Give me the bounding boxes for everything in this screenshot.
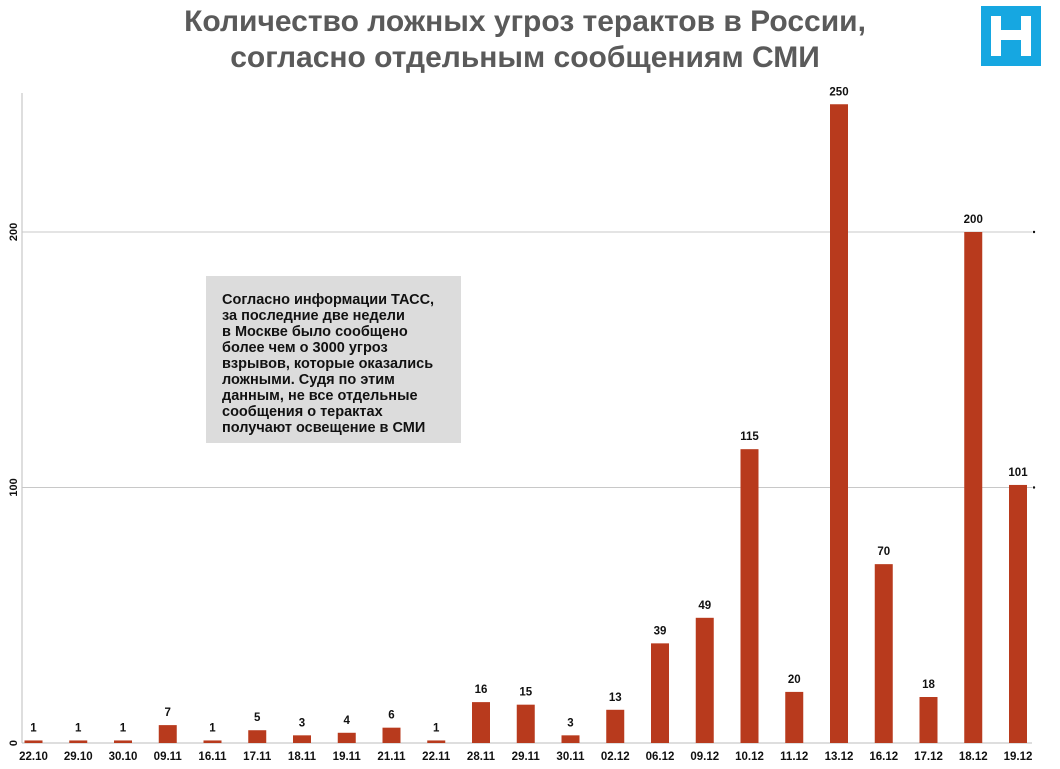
- note-line: Согласно информации ТАСС,: [222, 292, 435, 308]
- x-tick-label: 21.11: [377, 751, 406, 763]
- bar: [382, 727, 401, 743]
- note-line: получают освещение в СМИ: [222, 420, 426, 436]
- bar: [964, 232, 983, 743]
- bar: [24, 740, 43, 743]
- brand-logo-icon: [981, 6, 1041, 66]
- bar-value-label: 7: [165, 707, 171, 719]
- chart-title-line-1: Количество ложных угроз терактов в Росси…: [184, 5, 866, 38]
- bar: [561, 735, 580, 743]
- bar: [472, 702, 490, 743]
- bar: [830, 104, 848, 743]
- bar: [695, 617, 714, 743]
- note-line: в Москве было сообщено: [222, 324, 408, 340]
- bar-value-label: 5: [254, 712, 261, 724]
- note-line: за последние две недели: [222, 308, 405, 324]
- note-line: сообщения о терактах: [222, 404, 383, 420]
- chart-title-line-2: согласно отдельным сообщениям СМИ: [230, 41, 820, 74]
- bar-value-label: 20: [788, 674, 801, 686]
- bar: [337, 732, 356, 743]
- bar-value-label: 70: [877, 546, 890, 558]
- gridline-end-marker: [1032, 230, 1036, 234]
- note-line: данным, не все отдельные: [222, 388, 418, 404]
- x-tick-label: 19.11: [333, 751, 362, 763]
- bar-value-label: 18: [922, 679, 935, 691]
- x-tick-label: 13.12: [825, 751, 854, 763]
- x-tick-label: 09.11: [154, 751, 183, 763]
- bar: [740, 449, 759, 743]
- bar: [785, 691, 804, 743]
- bar: [248, 730, 267, 743]
- bar: [874, 564, 893, 743]
- tass-note-box: Согласно информации ТАСС, за последние д…: [206, 276, 461, 443]
- bar-value-label: 250: [829, 86, 848, 98]
- y-tick-label: 0: [8, 740, 20, 746]
- bar-value-label: 200: [964, 214, 983, 226]
- y-tick-label: 200: [8, 223, 20, 241]
- x-tick-label: 17.12: [914, 751, 943, 763]
- bar-value-label: 6: [388, 710, 394, 722]
- bar-value-label: 1: [75, 722, 82, 734]
- note-line: ложными. Судя по этим: [222, 372, 395, 388]
- y-tick-label: 100: [8, 478, 20, 496]
- x-tick-label: 09.12: [690, 751, 719, 763]
- bar-value-label: 3: [567, 717, 573, 729]
- bar: [427, 740, 446, 743]
- x-tick-label: 18.11: [288, 751, 317, 763]
- x-tick-label: 16.12: [869, 751, 898, 763]
- chart-title: Количество ложных угроз терактов в Росси…: [0, 4, 1050, 76]
- x-tick-label: 29.10: [64, 751, 93, 763]
- bar-value-label: 13: [609, 692, 622, 704]
- bar-value-label: 115: [740, 431, 759, 443]
- bar-value-label: 1: [120, 722, 127, 734]
- bar-value-label: 16: [475, 684, 488, 696]
- bar: [203, 740, 222, 743]
- bar: [69, 740, 88, 743]
- x-tick-label: 16.11: [198, 751, 227, 763]
- note-line: более чем о 3000 угроз: [222, 340, 388, 356]
- x-tick-label: 30.10: [109, 751, 138, 763]
- x-tick-label: 22.10: [19, 751, 48, 763]
- bar-value-label: 3: [299, 717, 305, 729]
- x-tick-label: 18.12: [959, 751, 988, 763]
- bar-value-label: 101: [1008, 467, 1028, 479]
- bar: [919, 697, 938, 743]
- bar: [158, 725, 177, 743]
- x-tick-label: 11.12: [780, 751, 808, 763]
- bar: [293, 735, 311, 743]
- bar-value-label: 4: [344, 715, 351, 727]
- logo-glyph: [991, 16, 1031, 56]
- x-tick-label: 02.12: [601, 751, 630, 763]
- gridline-end-marker: [1032, 486, 1036, 489]
- x-tick-label: 30.11: [556, 751, 585, 763]
- note-line: взрывов, которые оказались: [222, 356, 434, 372]
- x-tick-label: 10.12: [735, 751, 764, 763]
- x-tick-label: 19.12: [1004, 751, 1033, 763]
- bar-value-label: 39: [654, 625, 667, 637]
- bar: [1009, 484, 1027, 743]
- x-tick-label: 22.11: [422, 751, 451, 763]
- bar-value-label: 1: [209, 722, 216, 734]
- bar-value-label: 1: [433, 722, 440, 734]
- bar: [516, 704, 535, 743]
- bar-value-label: 15: [519, 687, 532, 699]
- bar-value-label: 49: [698, 600, 711, 612]
- x-tick-label: 06.12: [646, 751, 675, 763]
- bar: [651, 643, 669, 743]
- bar: [606, 709, 625, 743]
- bar-value-label: 1: [30, 722, 37, 734]
- x-tick-label: 29.11: [512, 751, 541, 763]
- x-tick-label: 17.11: [243, 751, 272, 763]
- x-tick-label: 28.11: [467, 751, 496, 763]
- bar: [114, 740, 132, 743]
